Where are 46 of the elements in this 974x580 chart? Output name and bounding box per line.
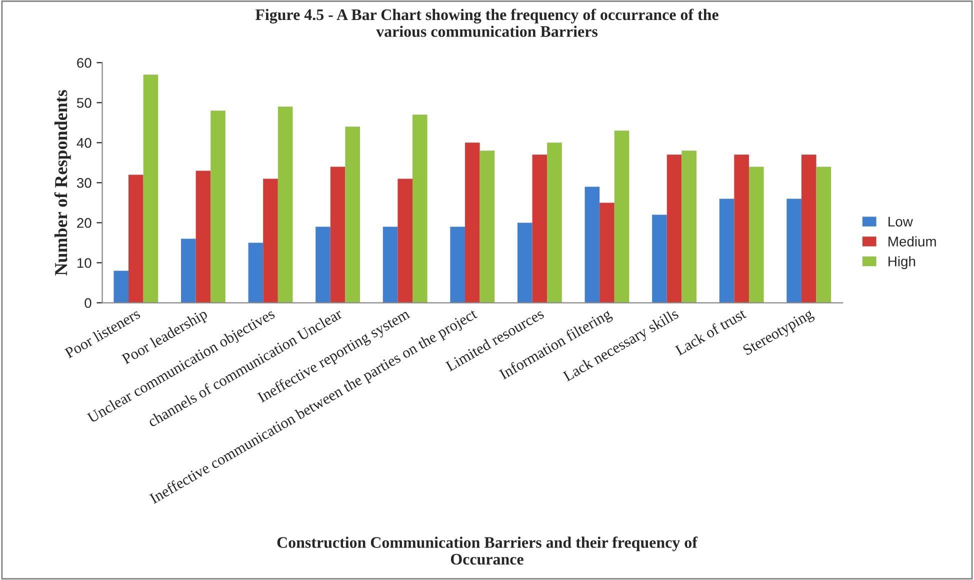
legend-label: Low (888, 216, 913, 227)
bar (196, 170, 211, 303)
bar (210, 110, 226, 303)
x-axis-title: Construction Communication Barriers and their frequency of Occurance (277, 536, 698, 565)
bar (547, 142, 562, 303)
bar (584, 186, 600, 303)
bar (748, 166, 764, 303)
bar (480, 150, 495, 303)
y-tick-label: 20 (77, 218, 92, 228)
bar (330, 166, 346, 303)
bar (682, 150, 696, 303)
bar (464, 142, 480, 303)
legend-label: High (888, 256, 916, 270)
y-tick-label: 0 (84, 298, 92, 308)
y-tick-label: 10 (77, 258, 92, 268)
bar (345, 126, 360, 303)
bar (666, 154, 682, 303)
bar (600, 202, 614, 303)
bar (816, 166, 832, 303)
bar (517, 222, 532, 303)
bar (248, 242, 264, 303)
bar (398, 178, 412, 303)
bar (450, 226, 465, 303)
chart-title: Figure 4.5 - A Bar Chart showing the frequency of occurrance of the various communication Barriers (255, 8, 718, 37)
bar (263, 178, 278, 303)
bar (412, 114, 428, 303)
bar (734, 154, 749, 303)
bar (614, 130, 630, 303)
bar (114, 270, 129, 303)
y-tick-label: 60 (77, 58, 92, 68)
y-tick-label: 50 (76, 98, 92, 108)
y-tick-label: 40 (76, 138, 92, 148)
bar (143, 74, 158, 303)
bar (786, 198, 802, 303)
bar (181, 238, 196, 303)
bar (532, 154, 548, 303)
bar (128, 174, 144, 303)
bar (801, 154, 816, 303)
bar (278, 106, 293, 303)
bar (316, 226, 330, 303)
legend-label: Medium (888, 236, 936, 246)
bar (719, 198, 734, 303)
y-axis-title: Number of Respondents (54, 90, 71, 276)
bar (652, 214, 667, 303)
bar (382, 226, 398, 303)
y-tick-label: 30 (76, 178, 92, 188)
